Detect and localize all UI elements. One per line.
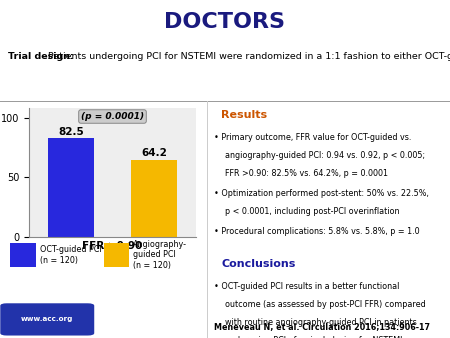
Text: (p = 0.0001): (p = 0.0001) [81,112,144,121]
Text: • Optimization performed post-stent: 50% vs. 22.5%,: • Optimization performed post-stent: 50%… [214,189,429,198]
Text: • Procedural complications: 5.8% vs. 5.8%, p = 1.0: • Procedural complications: 5.8% vs. 5.8… [214,227,419,236]
Text: Angiography-
guided PCI
(n = 120): Angiography- guided PCI (n = 120) [133,240,187,270]
Text: with routine angiography-guided PCI in patients: with routine angiography-guided PCI in p… [225,318,416,327]
Text: angiography-guided PCI: 0.94 vs. 0.92, p < 0.005;: angiography-guided PCI: 0.94 vs. 0.92, p… [225,151,425,160]
Text: Meneveau N, et al. Circulation 2016;134:906-17: Meneveau N, et al. Circulation 2016;134:… [214,323,430,332]
Bar [48,139,94,237]
Text: • OCT-guided PCI results in a better functional: • OCT-guided PCI results in a better fun… [214,282,399,291]
X-axis label: FFR >0.90: FFR >0.90 [82,241,143,251]
Text: outcome (as assessed by post-PCI FFR) compared: outcome (as assessed by post-PCI FFR) co… [225,300,425,309]
Text: Patients undergoing PCI for NSTEMI were randomized in a 1:1 fashion to either OC: Patients undergoing PCI for NSTEMI were … [45,51,450,61]
Text: OCT-guided PCI
(n = 120): OCT-guided PCI (n = 120) [40,245,102,265]
Text: Trial design:: Trial design: [8,51,74,61]
Bar [131,160,177,237]
FancyBboxPatch shape [104,243,129,267]
Text: 64.2: 64.2 [141,148,167,159]
Text: www.acc.org: www.acc.org [21,316,73,322]
Text: undergoing PCI of a single lesion for NSTEMI: undergoing PCI of a single lesion for NS… [225,336,402,338]
Text: • Primary outcome, FFR value for OCT-guided vs.: • Primary outcome, FFR value for OCT-gui… [214,134,411,142]
FancyBboxPatch shape [0,303,94,336]
Text: p < 0.0001, including post-PCI overinflation: p < 0.0001, including post-PCI overinfla… [225,207,399,216]
FancyBboxPatch shape [10,243,36,267]
Text: 82.5: 82.5 [58,127,84,137]
Text: Conclusions: Conclusions [221,259,295,269]
Text: DOCTORS: DOCTORS [165,12,285,32]
Text: Results: Results [221,110,267,120]
Text: FFR >0.90: 82.5% vs. 64.2%, p = 0.0001: FFR >0.90: 82.5% vs. 64.2%, p = 0.0001 [225,169,387,178]
